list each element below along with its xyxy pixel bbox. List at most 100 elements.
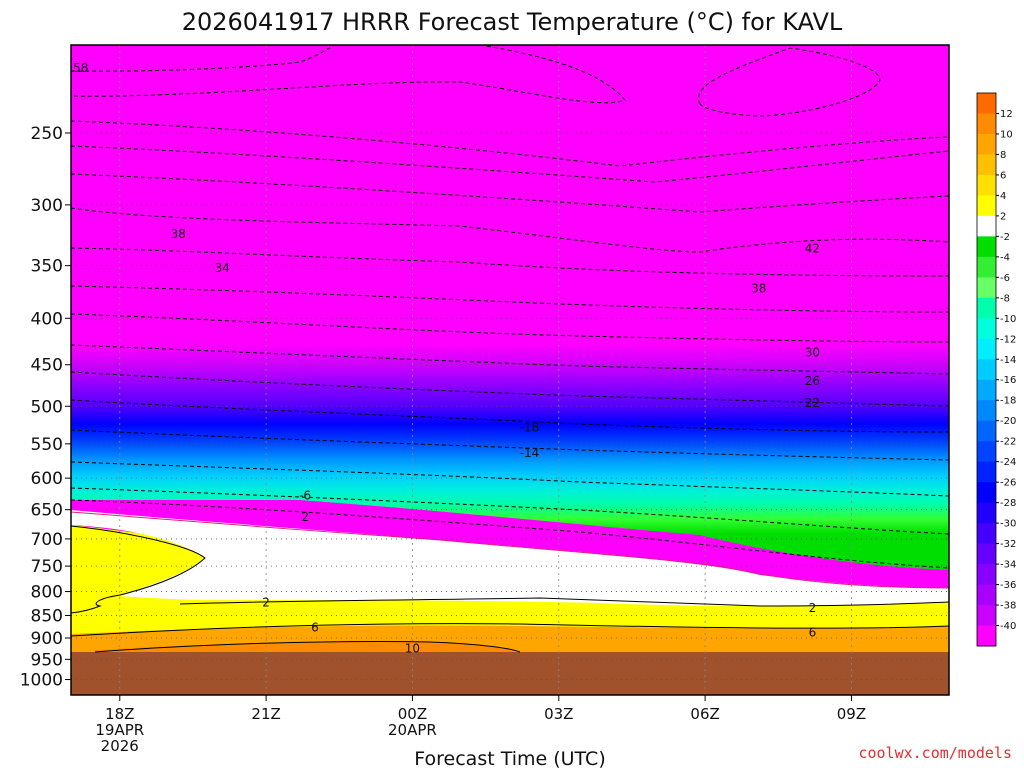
x-tick-label: 00Z (398, 705, 427, 723)
ground-below-surface (71, 652, 949, 695)
colorbar-label: -28 (1000, 498, 1016, 509)
contour-label: 38 (171, 227, 186, 241)
contour-label: 30 (805, 345, 820, 359)
colorbar-swatch (977, 420, 996, 442)
x-tick-label: 21Z (251, 705, 280, 723)
colorbar-label: -30 (1000, 519, 1016, 530)
colorbar-label: -32 (1000, 539, 1016, 550)
contour-band-8 (71, 461, 949, 497)
colorbar-label: -6 (1000, 273, 1010, 284)
x-tick-label: 20APR (388, 721, 437, 739)
x-tick-label: 2026 (101, 737, 139, 755)
grid (71, 45, 949, 695)
colorbar-swatch (977, 379, 996, 401)
colorbar-label: -10 (1000, 314, 1016, 325)
contour-warm-2b (179, 597, 949, 607)
contour-band-6 (71, 399, 949, 433)
colorbar-label: -16 (1000, 375, 1016, 386)
dark-orange-band-fill (95, 641, 520, 652)
near-zero-band-fill (71, 510, 949, 606)
colorbar-swatch (977, 584, 996, 606)
colorbar-label: 2 (1000, 211, 1006, 222)
contour-warm-2 (71, 525, 206, 614)
contour-upper-2 (71, 45, 626, 104)
colorbar-swatch (977, 154, 996, 176)
colorbar-swatch (977, 236, 996, 258)
contour-label: 34 (215, 261, 230, 275)
y-tick-label: 550 (31, 435, 63, 455)
colorbar-swatch (977, 441, 996, 463)
cold-band-fill (71, 205, 949, 570)
colorbar-swatch (977, 174, 996, 196)
colorbar-label: 6 (1000, 170, 1006, 181)
contour-band-9 (71, 487, 949, 535)
plot-frame (70, 44, 950, 696)
colorbar-swatch (977, 318, 996, 340)
colorbar-label: -14 (1000, 355, 1016, 366)
contour-label: 22 (805, 396, 820, 410)
contour-band-4 (71, 344, 949, 375)
y-tick-label: 1000 (20, 671, 63, 691)
contour-upper-7 (71, 207, 949, 253)
colorbar-label: -38 (1000, 601, 1016, 612)
colorbar-label: -26 (1000, 478, 1016, 489)
contour-label: -18 (520, 421, 540, 435)
y-tick-label: 800 (31, 583, 63, 603)
x-tick-label: 18Z (105, 705, 134, 723)
chart-title: 2026041917 HRRR Forecast Temperature (°C… (182, 8, 843, 36)
y-tick-label: 700 (31, 530, 63, 550)
contour-band-5 (71, 371, 949, 407)
contour-upper-5 (71, 145, 949, 183)
colorbar-swatch (977, 564, 996, 586)
contour-upper-1 (71, 45, 336, 72)
colorbar-label: 10 (1000, 129, 1013, 140)
colorbar-label: -4 (1000, 252, 1010, 263)
colorbar-swatch (977, 523, 996, 545)
y-tick-label: 250 (31, 124, 63, 144)
contour-band-3 (71, 313, 949, 343)
colorbar-label: 12 (1000, 109, 1013, 120)
contour-label: 2 (301, 510, 309, 524)
colorbar-swatch (977, 502, 996, 524)
colorbar-label: -34 (1000, 560, 1016, 571)
colorbar-label: -8 (1000, 293, 1010, 304)
colorbar-label: -36 (1000, 580, 1016, 591)
colorbar-frame (976, 92, 997, 647)
colorbar-swatch (977, 543, 996, 565)
contour-label: 2 (809, 601, 817, 615)
colorbar-label: -20 (1000, 416, 1016, 427)
y-tick-label: 900 (31, 629, 63, 649)
contour-label: -6 (299, 488, 311, 502)
contour-band-1 (71, 247, 949, 277)
contour-upper-3 (698, 47, 881, 117)
y-tick-label: 850 (31, 606, 63, 626)
y-tick-label: 750 (31, 557, 63, 577)
colorbar: 12 10 8 6 4 2 -2 -4 -6 -8 -10 -12 -14 -16 -18 -20 -22 -24… (976, 92, 1016, 647)
y-tick-label: 400 (31, 309, 63, 329)
colorbar-label: -2 (1000, 232, 1010, 243)
contour-upper-6 (71, 173, 949, 213)
contour-label: 6 (809, 626, 817, 640)
contour-label: 10 (405, 641, 420, 655)
colorbar-label: 4 (1000, 191, 1006, 202)
colorbar-swatch (977, 133, 996, 155)
credit-link[interactable]: coolwx.com/models (858, 744, 1012, 762)
contour-label: 26 (805, 374, 820, 388)
contour-label: -14 (520, 446, 540, 460)
contour-label: 38 (751, 282, 766, 296)
y-tick-label: 950 (31, 650, 63, 670)
colorbar-swatch (977, 625, 996, 647)
y-tick-label: 650 (31, 501, 63, 521)
contour-warm-6 (71, 623, 949, 637)
y-tick-label: 300 (31, 196, 63, 216)
x-axis-label: Forecast Time (UTC) (414, 748, 605, 768)
y-tick-label: 600 (31, 469, 63, 489)
contour-band-10 (71, 499, 949, 569)
colorbar-label: -18 (1000, 396, 1016, 407)
y-tick-label: 450 (31, 356, 63, 376)
x-tick-label: 06Z (690, 705, 719, 723)
colorbar-label: -22 (1000, 437, 1016, 448)
colorbar-swatch (977, 93, 996, 114)
